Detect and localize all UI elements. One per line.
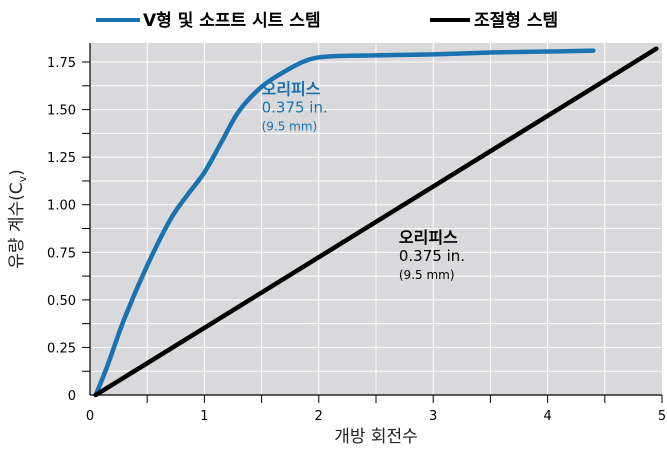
y-axis-title-subscript: v bbox=[16, 175, 29, 182]
y-tick-label: 0.50 bbox=[47, 294, 76, 309]
annotation-0-line-1: 0.375 in. bbox=[262, 98, 328, 116]
x-axis-title: 개방 회전수 bbox=[334, 427, 418, 447]
x-tick-label: 3 bbox=[429, 409, 437, 424]
x-tick-label: 5 bbox=[658, 409, 666, 424]
series-line-1 bbox=[93, 46, 659, 398]
x-tick-label: 0 bbox=[86, 409, 94, 424]
x-tick-label: 1 bbox=[200, 409, 208, 424]
series-layer bbox=[93, 46, 659, 398]
annotation-1-line-1: 0.375 in. bbox=[399, 247, 465, 265]
y-axis-title: 유량 계수(Cv) bbox=[7, 169, 29, 269]
y-tick-label: 1.50 bbox=[47, 104, 76, 119]
gridlines bbox=[90, 43, 662, 395]
x-tick-label: 2 bbox=[315, 409, 323, 424]
y-tick-label: 0 bbox=[68, 389, 76, 404]
y-tick-label: 0.75 bbox=[47, 246, 76, 261]
series-line-0 bbox=[93, 48, 596, 398]
y-tick-label: 1.25 bbox=[47, 151, 76, 166]
y-tick-label: 1.75 bbox=[47, 56, 76, 71]
legend-label-v-type: V형 및 소프트 시트 스템 bbox=[143, 10, 321, 31]
annotation-1-line-0: 오리피스 bbox=[399, 228, 458, 247]
annotation-1-line-2: (9.5 mm) bbox=[399, 268, 455, 282]
y-axis-title-close: ) bbox=[7, 169, 27, 176]
legend: V형 및 소프트 시트 스템 조절형 스템 bbox=[96, 10, 558, 31]
y-tick-label: 0.25 bbox=[47, 341, 76, 356]
axes: 0 0.25 0.50 0.75 1.00 1.25 1.50 1.75 0 1 2 3 4 5 bbox=[47, 43, 666, 424]
annotation-0-line-0: 오리피스 bbox=[262, 79, 321, 98]
y-tick-label: 1.00 bbox=[47, 199, 76, 214]
legend-label-adjustable: 조절형 스템 bbox=[474, 10, 558, 31]
y-axis-title-main: 유량 계수(C bbox=[7, 182, 27, 268]
x-tick-label: 4 bbox=[543, 409, 551, 424]
annotation-0-line-2: (9.5 mm) bbox=[262, 119, 318, 133]
